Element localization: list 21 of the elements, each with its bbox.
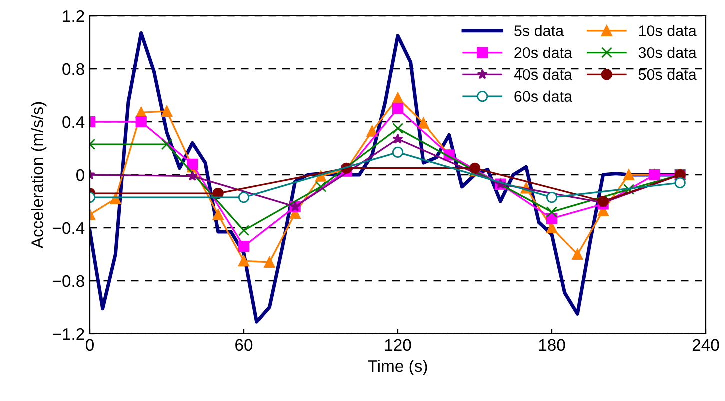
legend-label: 40s data: [514, 68, 573, 80]
x-tick-label: 120: [385, 339, 412, 352]
legend-label: 60s data: [514, 90, 573, 102]
y-tick-label: 0.4: [62, 116, 85, 128]
x-tick-label: 0: [86, 339, 94, 352]
legend-label: 20s data: [514, 47, 573, 58]
y-tick-label: 0.8: [62, 63, 84, 76]
y-tick-label: 1.2: [63, 10, 84, 22]
y-tick-label: −1.2: [53, 328, 84, 340]
legend-label: 30s data: [638, 47, 697, 58]
legend-label: 10s data: [639, 25, 697, 36]
x-tick-label: 60: [236, 339, 253, 352]
y-tick-label: −0.8: [53, 275, 84, 288]
x-axis-title: Time (s): [368, 360, 428, 376]
y-axis-title: Acceleration (m/s/s): [31, 102, 47, 249]
x-tick-label: 180: [539, 339, 566, 352]
x-tick-label: 240: [692, 339, 720, 352]
y-tick-label: −0.4: [53, 222, 85, 234]
legend-label: 50s data: [638, 68, 697, 80]
y-tick-label: 0: [76, 169, 84, 182]
legend-label: 5s data: [514, 25, 564, 36]
